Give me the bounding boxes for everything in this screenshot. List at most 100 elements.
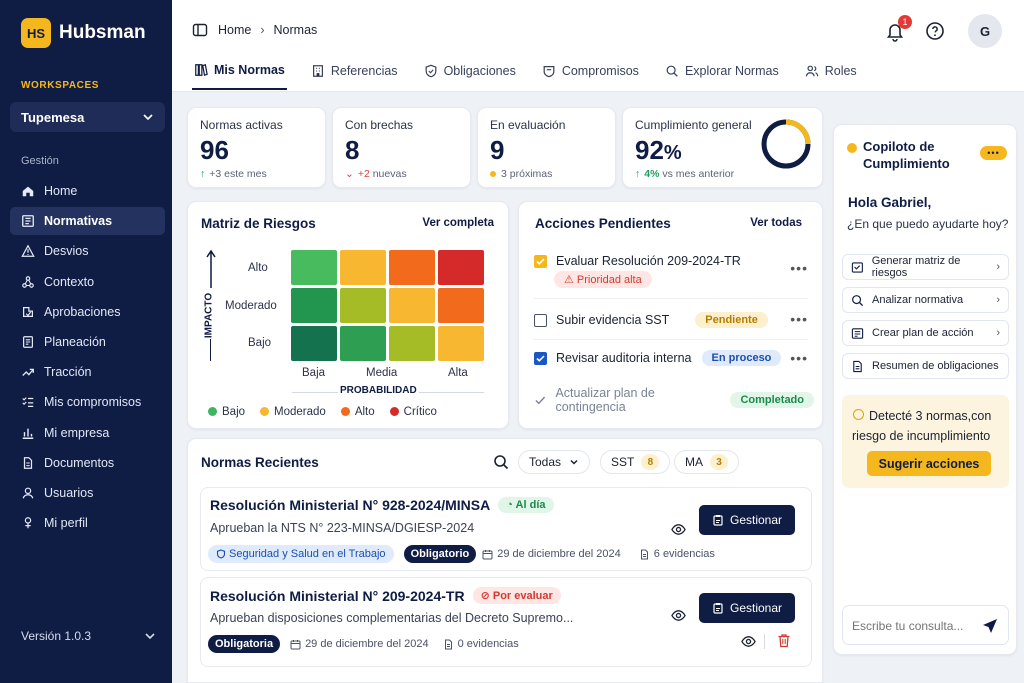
sidebar-item-mi-empresa[interactable]: Mi empresa [10,419,165,447]
norm-title[interactable]: Resolución Ministerial N° 928-2024/MINSA [210,497,491,513]
breadcrumb-home[interactable]: Home [218,23,252,37]
tab-obligaciones[interactable]: Obligaciones [422,52,518,90]
stat-card-cumplimiento[interactable]: Cumplimiento general 92% ↑ 4% vs mes ante… [622,107,823,188]
sidebar-item-home[interactable]: Home [10,177,165,205]
risk-matrix-cell[interactable] [291,288,337,323]
risk-matrix-cell[interactable] [389,326,435,361]
check-icon [536,354,545,362]
filter-chip-sst[interactable]: SST 8 [600,450,671,474]
divider [534,298,808,299]
stat-label: En evaluación [490,118,566,132]
sidebar-item-mis-compromisos[interactable]: Mis compromisos [10,388,165,416]
norm-list-item[interactable]: Resolución Ministerial N° 928-2024/MINSA… [200,487,812,571]
suggestion-generar-matriz[interactable]: Generar matriz de riesgos › [842,254,1009,280]
eye-icon[interactable] [671,522,686,537]
sidebar-item-normativas[interactable]: Normativas [10,207,165,236]
stat-card-en-evaluacion[interactable]: En evaluación 9 3 próximas [477,107,616,188]
ver-todas-link[interactable]: Ver todas [750,217,802,229]
risk-matrix-cell[interactable] [438,250,484,285]
notifications-button[interactable]: 1 [884,15,912,42]
eye-icon[interactable] [671,608,686,623]
gestionar-button[interactable]: Gestionar [699,593,795,623]
book-icon [22,215,34,228]
risk-matrix-cell[interactable] [389,250,435,285]
checkbox-checked[interactable] [534,351,547,365]
sidebar-item-label: Tracción [44,365,92,380]
filter-chip-ma[interactable]: MA 3 [674,450,739,474]
brand-logo[interactable]: HS Hubsman [21,18,146,48]
risk-matrix-cell[interactable] [340,288,386,323]
suggestion-analizar-normativa[interactable]: Analizar normativa › [842,287,1009,313]
tab-compromisos[interactable]: Compromisos [540,52,641,90]
tab-explorar-normas[interactable]: Explorar Normas [663,52,781,90]
risk-matrix-cell[interactable] [340,250,386,285]
norm-title[interactable]: Resolución Ministerial N° 209-2024-TR [210,587,465,604]
eye-icon[interactable] [741,634,756,649]
tab-mis-normas[interactable]: Mis Normas [192,52,287,90]
logo-badge: HS [21,18,51,48]
chevron-right-icon: › [996,261,1000,273]
norm-list-item[interactable]: Resolución Ministerial N° 209-2024-TR ⊘ … [200,577,812,667]
search-icon[interactable] [493,454,509,470]
risk-matrix-cell[interactable] [438,326,484,361]
gestionar-button[interactable]: Gestionar [699,505,795,535]
action-item[interactable]: Evaluar Resolución 209-2024-TR ⚠ Priorid… [534,254,814,288]
sidebar-toggle-icon[interactable] [192,22,208,38]
checkbox-unchecked[interactable] [534,313,547,327]
sidebar-item-aprobaciones[interactable]: Aprobaciones [10,298,165,326]
sidebar-item-planeacion[interactable]: Planeación [10,328,165,356]
checkbox-checked[interactable] [534,254,547,268]
risk-matrix-cell[interactable] [389,288,435,323]
risk-matrix-cell[interactable] [291,250,337,285]
priority-badge-label: Prioridad alta [576,274,642,286]
more-options-icon[interactable]: ••• [790,260,808,276]
user-avatar[interactable]: G [968,14,1002,48]
more-options-icon[interactable]: ••• [790,311,808,327]
more-options-icon[interactable]: ••• [790,350,808,366]
tab-referencias[interactable]: Referencias [309,52,400,90]
suggestion-crear-plan[interactable]: Crear plan de acción › [842,320,1009,346]
version-selector[interactable]: Versión 1.0.3 [21,629,156,643]
risk-matrix-cell[interactable] [291,326,337,361]
legend-label: Bajo [222,406,246,418]
filter-dropdown-todas[interactable]: Todas [518,450,591,474]
plan-icon [851,327,864,339]
sidebar-item-contexto[interactable]: Contexto [10,268,165,296]
sidebar-item-desvios[interactable]: Desvios [10,237,165,265]
stat-card-con-brechas[interactable]: Con brechas 8 ⌄ +2 nuevas [332,107,471,188]
risk-matrix-cell[interactable] [438,288,484,323]
help-button[interactable] [924,20,946,42]
chat-input[interactable] [852,616,977,636]
workspace-selector[interactable]: Tupemesa [10,102,165,132]
sidebar-item-documentos[interactable]: Documentos [10,449,165,477]
tab-roles[interactable]: Roles [803,52,859,90]
checklist-icon [22,397,34,408]
user-icon [22,487,34,499]
stat-card-normas-activas[interactable]: Normas activas 96 ↑ +3 este mes [187,107,326,188]
sidebar-item-usuarios[interactable]: Usuarios [10,479,165,507]
card-title: Matriz de Riesgos [201,216,316,231]
suggestion-resumen-obligaciones[interactable]: Resumen de obligaciones [842,353,1009,379]
header-actions: 1 G [884,14,1002,48]
status-dot-icon [490,171,496,177]
legend-item: Crítico [389,406,437,418]
chat-input-box[interactable] [842,605,1009,645]
ver-completa-link[interactable]: Ver completa [422,217,494,229]
send-icon[interactable] [982,618,998,634]
status-badge-label: Al día [515,499,546,511]
trash-icon[interactable] [777,633,791,648]
bell-icon [886,24,904,42]
copilot-menu-button[interactable]: ••• [980,146,1007,160]
card-title: Acciones Pendientes [535,216,671,231]
tab-label: Roles [824,64,857,78]
sidebar-item-traccion[interactable]: Tracción [10,358,165,386]
action-item[interactable]: Revisar auditoria interna En proceso [534,350,814,366]
action-item[interactable]: Subir evidencia SST Pendiente [534,312,814,328]
sugerir-acciones-button[interactable]: Sugerir acciones [867,451,991,476]
action-item[interactable]: Actualizar plan de contingencia Completa… [534,386,814,414]
risk-matrix-cell[interactable] [340,326,386,361]
y-axis-label: IMPACTO [203,292,215,339]
row-label-bajo: Bajo [248,337,272,349]
sidebar-item-mi-perfil[interactable]: Mi perfil [10,509,165,537]
norm-date: 29 de diciembre del 2024 [305,638,429,650]
